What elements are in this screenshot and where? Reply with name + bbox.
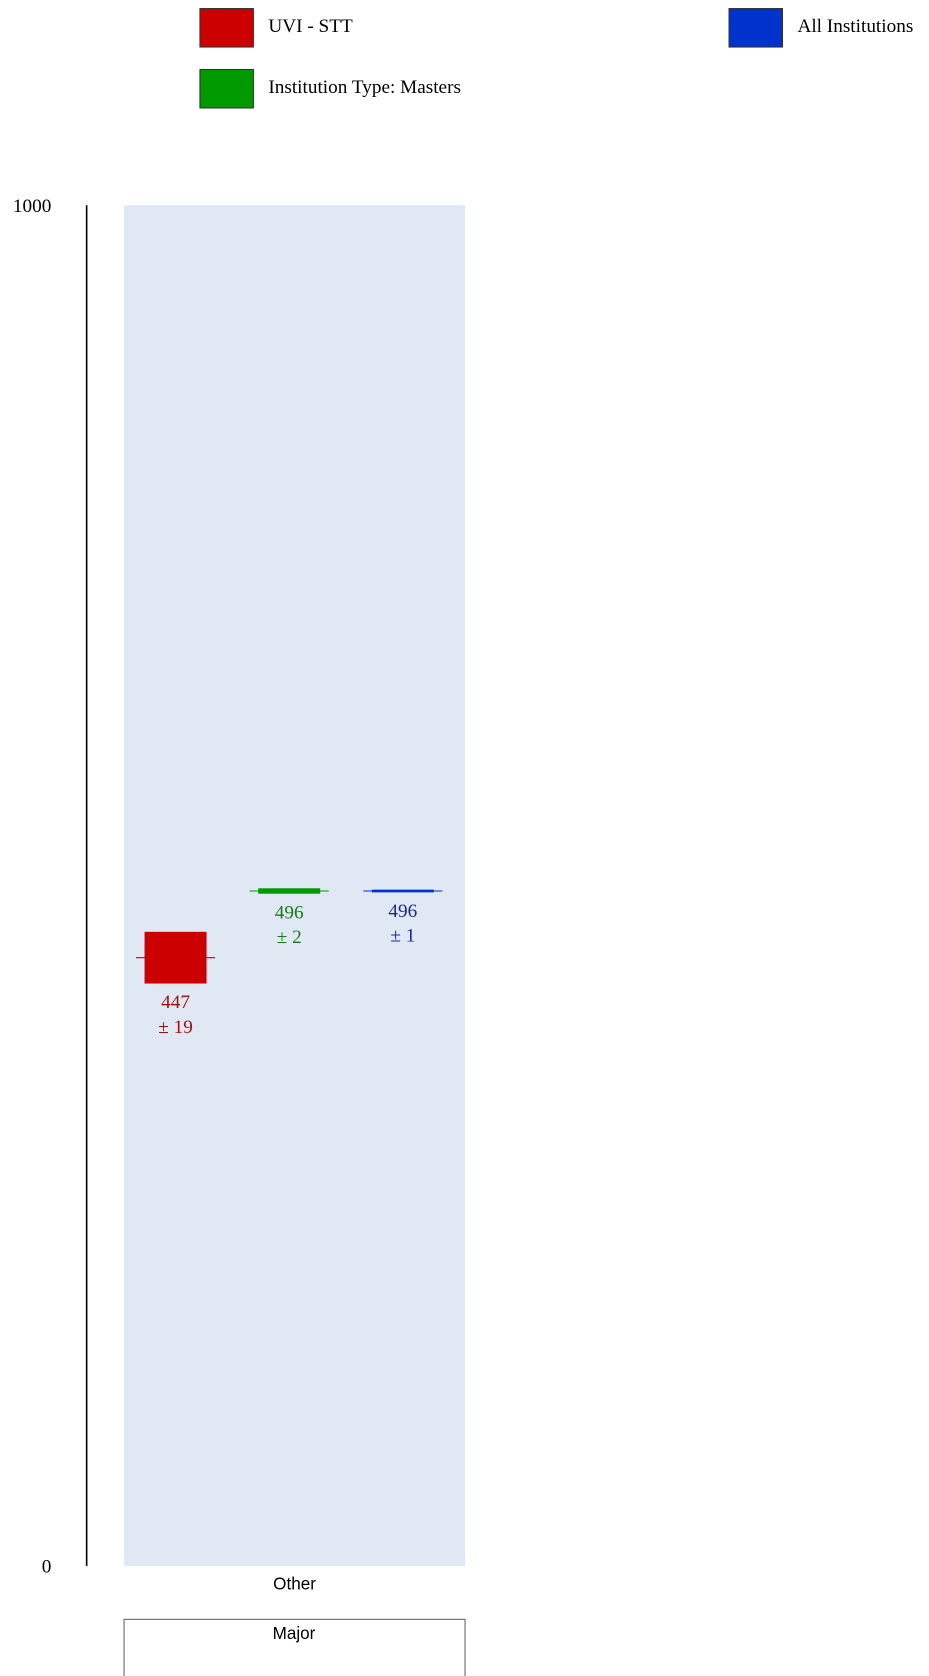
x-label-box (123, 1618, 466, 1676)
legend-label: UVI - STT (268, 16, 353, 37)
legend-label: Institution Type: Masters (268, 77, 461, 98)
x-tick-label: Other (273, 1575, 316, 1594)
legend-swatch (199, 68, 254, 109)
plot-area (124, 205, 466, 1566)
error-label: ± 19 (158, 1017, 193, 1038)
value-label: 496 (388, 901, 417, 922)
legend-swatch (199, 8, 254, 48)
error-box (144, 931, 207, 984)
error-label: ± 2 (277, 927, 302, 948)
value-label: 447 (161, 992, 190, 1013)
x-axis-label: Major (273, 1624, 316, 1643)
y-tick-label: 1000 (13, 196, 51, 217)
y-tick-label: 0 (42, 1556, 52, 1577)
error-box (258, 888, 321, 894)
legend-label: All Institutions (797, 16, 913, 37)
value-label: 496 (275, 902, 304, 923)
legend-swatch (728, 8, 784, 48)
error-box (371, 889, 434, 893)
error-label: ± 1 (390, 926, 415, 947)
